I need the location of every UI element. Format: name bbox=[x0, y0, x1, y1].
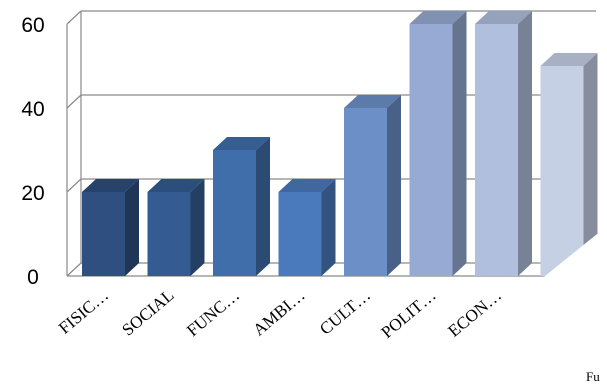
y-tick-label: 40 bbox=[21, 98, 44, 121]
bar-top bbox=[475, 11, 532, 24]
bar-front bbox=[475, 24, 518, 276]
bar-side bbox=[452, 11, 467, 276]
x-tick-label: POLIT… bbox=[377, 286, 439, 342]
x-tick-label: FUNC… bbox=[183, 286, 243, 341]
bar-side bbox=[583, 53, 598, 276]
bar-front bbox=[344, 108, 387, 276]
bar-side bbox=[190, 179, 205, 276]
bar bbox=[540, 53, 598, 276]
bar bbox=[344, 95, 401, 276]
bar-front bbox=[540, 66, 584, 276]
y-axis-ticks: 0 20 40 60 bbox=[21, 14, 44, 289]
gridline-depth bbox=[66, 178, 82, 193]
bar-side bbox=[321, 179, 336, 276]
bar bbox=[82, 179, 139, 276]
y-tick-label: 20 bbox=[21, 182, 44, 205]
y-tick-label: 60 bbox=[21, 14, 44, 37]
bar-side bbox=[256, 137, 270, 276]
bar-top bbox=[540, 53, 598, 66]
bar bbox=[147, 179, 205, 276]
x-tick-label: FISIC… bbox=[55, 286, 112, 338]
source-text: Fu bbox=[586, 369, 600, 384]
bar bbox=[475, 11, 532, 276]
bar bbox=[213, 137, 270, 276]
bar-top bbox=[147, 179, 205, 192]
gridline-depth bbox=[66, 94, 82, 109]
bar-side bbox=[125, 179, 139, 276]
bar-side bbox=[518, 11, 532, 276]
bar-front bbox=[82, 192, 125, 276]
bar-top bbox=[278, 179, 336, 192]
bar-front bbox=[409, 24, 453, 276]
gridline-depth bbox=[66, 10, 82, 25]
x-tick-label: CULT… bbox=[316, 286, 374, 339]
bar-front bbox=[147, 192, 191, 276]
bar bbox=[278, 179, 336, 276]
watermark-band bbox=[410, 226, 607, 385]
bar-top bbox=[213, 137, 270, 150]
bar-top bbox=[82, 179, 139, 192]
bar-side bbox=[387, 95, 401, 276]
bar bbox=[409, 11, 467, 276]
y-tick-label: 0 bbox=[27, 266, 39, 289]
bar-front bbox=[213, 150, 256, 276]
bars bbox=[82, 11, 598, 276]
bar-top bbox=[409, 11, 467, 24]
x-tick-label: SOCIAL bbox=[118, 286, 177, 340]
bar-front bbox=[278, 192, 322, 276]
gridline-depth bbox=[66, 262, 82, 277]
x-tick-label: AMBI… bbox=[249, 286, 308, 340]
bar-top bbox=[344, 95, 401, 108]
